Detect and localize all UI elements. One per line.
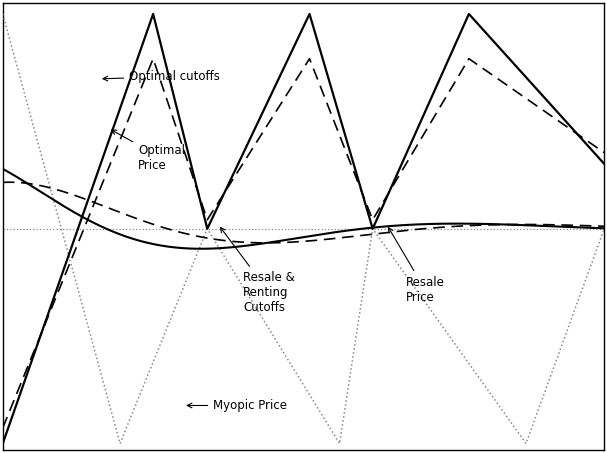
Text: Optimal
Price: Optimal Price <box>112 130 185 172</box>
Text: Resale &
Renting
Cutoffs: Resale & Renting Cutoffs <box>220 227 295 314</box>
Text: Myopic Price: Myopic Price <box>187 399 287 412</box>
Text: Resale
Price: Resale Price <box>388 228 444 304</box>
Text: Optimal cutoffs: Optimal cutoffs <box>103 70 220 83</box>
